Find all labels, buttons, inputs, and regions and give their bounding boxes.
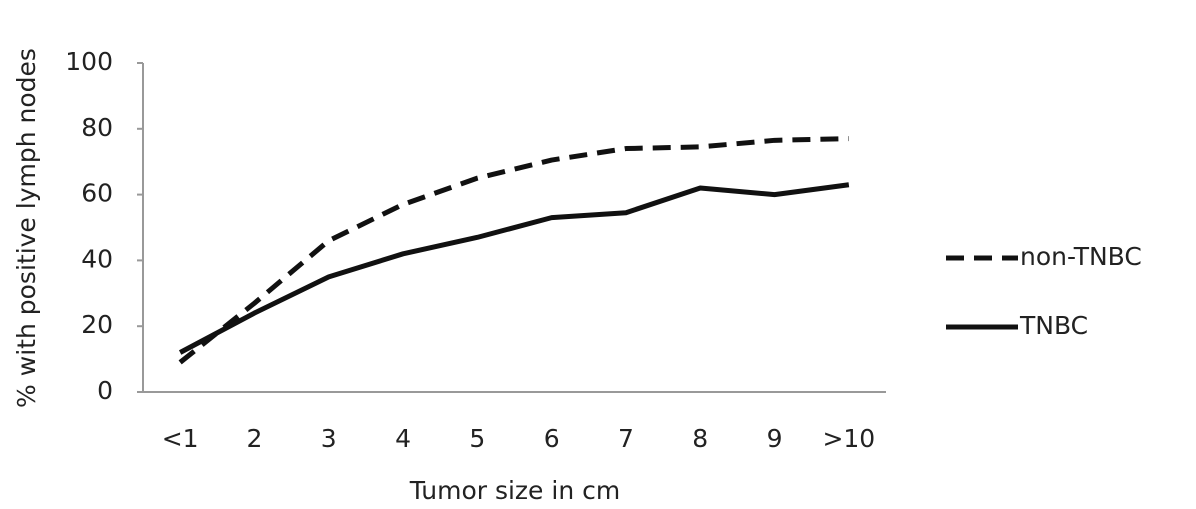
x-tick-label: 8 — [692, 424, 708, 453]
y-tick-label: 60 — [81, 179, 113, 208]
x-tick-label: <1 — [162, 424, 199, 453]
y-axis-title: % with positive lymph nodes — [12, 48, 41, 408]
line-series — [178, 182, 850, 355]
x-tick-label: 9 — [767, 424, 783, 453]
y-tick-label: 20 — [81, 310, 113, 339]
y-tick-label: 0 — [97, 376, 113, 405]
x-tick-label: 2 — [246, 424, 262, 453]
x-tick-label: 4 — [395, 424, 411, 453]
y-tick-label: 80 — [81, 113, 113, 142]
y-tick-label: 40 — [81, 244, 113, 273]
x-tick-label: 5 — [469, 424, 485, 453]
x-axis-title: Tumor size in cm — [409, 476, 620, 505]
legend-label: TNBC — [1019, 311, 1088, 340]
x-tick-label: 7 — [618, 424, 634, 453]
legend-label: non-TNBC — [1020, 242, 1142, 271]
x-tick-label: >10 — [822, 424, 875, 453]
x-tick-label: 3 — [321, 424, 337, 453]
line-series — [178, 136, 849, 365]
x-tick-label: 6 — [544, 424, 560, 453]
y-tick-label: 100 — [65, 47, 113, 76]
